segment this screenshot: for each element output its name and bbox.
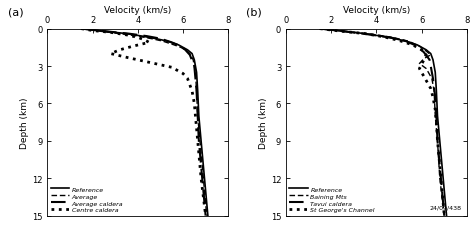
X-axis label: Velocity (km/s): Velocity (km/s) [343,6,410,15]
X-axis label: Velocity (km/s): Velocity (km/s) [104,6,172,15]
Text: 24/09/438: 24/09/438 [429,205,462,210]
Y-axis label: Depth (km): Depth (km) [20,97,29,148]
Legend: Reference, Baining Mts, Tavui caldera, St George's Channel: Reference, Baining Mts, Tavui caldera, S… [288,185,376,214]
Y-axis label: Depth (km): Depth (km) [259,97,268,148]
Text: (a): (a) [8,7,23,17]
Text: (b): (b) [246,7,262,17]
Legend: Reference, Average, Average caldera, Centre caldera: Reference, Average, Average caldera, Cen… [49,185,125,214]
